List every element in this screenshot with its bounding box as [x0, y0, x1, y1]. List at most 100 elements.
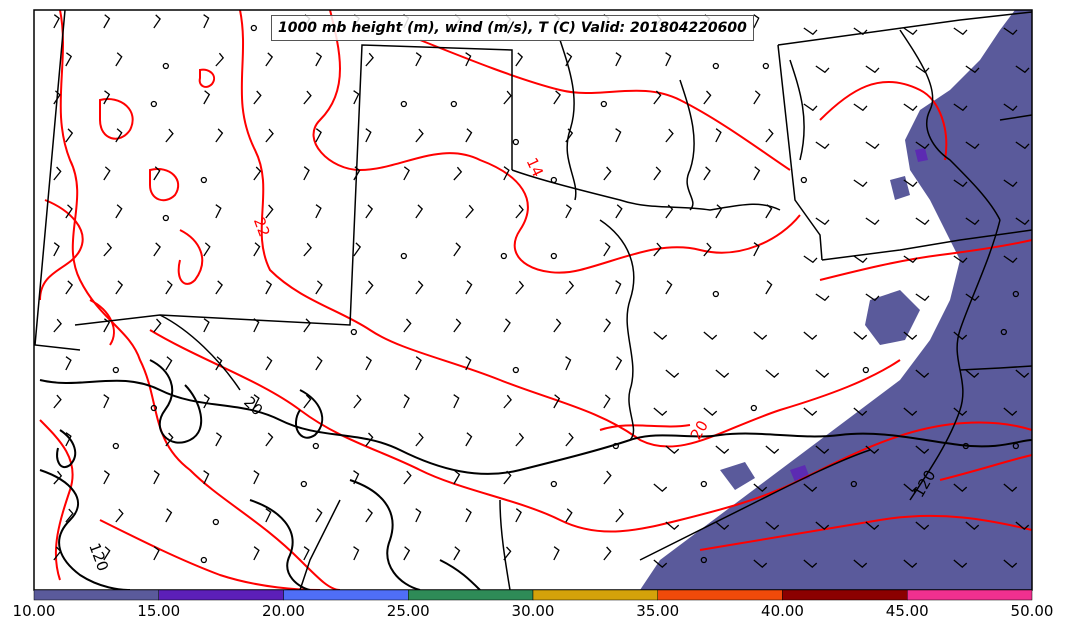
colorbar-tick-label: 15.00 [137, 602, 181, 620]
wind-barb [953, 179, 968, 188]
calm-wind-circle [512, 138, 519, 146]
wind-barb [953, 559, 968, 568]
wind-barb [1015, 141, 1030, 150]
calm-wind-circle [962, 442, 969, 450]
wind-barb [453, 318, 462, 333]
wind-barb [353, 242, 362, 257]
wind-barb [103, 470, 110, 485]
calm-wind-circle [862, 366, 869, 374]
wind-barb [615, 204, 623, 219]
wind-barb [153, 14, 161, 29]
colorbar-tick-label: 45.00 [885, 602, 929, 620]
wind-barb [453, 242, 462, 257]
calm-wind-circle [800, 176, 807, 184]
wind-barb [653, 331, 668, 340]
map-title: 1000 mb height (m), wind (m/s), T (C) Va… [271, 15, 754, 41]
calm-wind-circle [712, 62, 719, 70]
wind-barb [953, 407, 968, 416]
wind-barb [553, 318, 562, 333]
wind-barb [765, 369, 780, 378]
wind-barb [403, 546, 411, 561]
wind-barb [915, 293, 930, 302]
wind-barb [815, 445, 830, 454]
wind-barb [465, 432, 473, 447]
wind-barb [415, 432, 424, 447]
wind-barb [403, 394, 410, 409]
wind-barb [353, 546, 360, 561]
wind-barb [853, 103, 868, 112]
wind-barb [115, 128, 123, 143]
wind-barb [615, 128, 622, 143]
wind-barb [603, 318, 612, 333]
wind-barb [565, 52, 573, 67]
wind-barb [53, 470, 63, 485]
wind-barb [103, 546, 111, 561]
wind-barb [103, 318, 111, 333]
wind-barb [615, 508, 624, 523]
wind-barb [703, 166, 711, 181]
wind-barb [865, 141, 880, 150]
wind-barb [453, 470, 461, 485]
colorbar [33, 589, 1033, 601]
wind-barb [153, 318, 162, 333]
wind-barb [903, 407, 918, 416]
calm-wind-circle [162, 214, 169, 222]
wind-barb [665, 128, 674, 143]
wind-barb [115, 52, 123, 67]
wind-barb [965, 65, 980, 74]
wind-barb [965, 141, 980, 150]
wind-barb [215, 128, 224, 143]
calm-wind-circle [700, 480, 707, 488]
wind-barb [815, 65, 830, 74]
wind-barb [953, 483, 968, 492]
wind-barb [815, 217, 830, 226]
wind-barb [965, 217, 980, 226]
wind-barb [53, 166, 62, 181]
colorbar-tick-label: 30.00 [511, 602, 555, 620]
wind-barb [653, 559, 668, 568]
wind-barb [915, 521, 930, 530]
wind-barb [165, 280, 173, 295]
wind-barb [703, 407, 718, 416]
wind-barb [803, 483, 818, 492]
wind-barb [903, 559, 918, 568]
wind-barb [665, 445, 680, 454]
wind-barb [565, 432, 574, 447]
wind-barb [253, 318, 260, 333]
wind-barb [765, 128, 774, 143]
wind-barb [653, 90, 662, 105]
wind-barb [415, 128, 424, 143]
wind-barb [403, 318, 412, 333]
wind-barb [753, 242, 760, 257]
wind-barb [753, 90, 761, 105]
calm-wind-circle [550, 176, 557, 184]
wind-barb [303, 318, 312, 333]
wind-barb [815, 521, 830, 530]
wind-barb [503, 318, 511, 333]
wind-barb [615, 356, 623, 371]
wind-barb [1015, 521, 1030, 530]
colorbar-segment [532, 589, 658, 601]
wind-barb [803, 27, 818, 36]
wind-barb [915, 369, 930, 378]
wind-barb [203, 470, 210, 485]
wind-barb [165, 432, 174, 447]
wind-barb [903, 331, 918, 340]
wind-barb [103, 394, 110, 409]
wind-barb [503, 166, 510, 181]
wind-barb [565, 356, 572, 371]
wind-barb [665, 280, 673, 295]
wind-barb [503, 470, 512, 485]
wind-barb [203, 318, 210, 333]
wind-barb [715, 369, 730, 378]
wind-barb [1003, 27, 1018, 36]
wind-barb [515, 508, 522, 523]
colorbar-segment [657, 589, 783, 601]
wind-barb [953, 255, 968, 264]
colorbar-tick-label: 10.00 [12, 602, 56, 620]
calm-wind-circle [600, 100, 607, 108]
wind-barb [165, 128, 174, 143]
wind-barb [465, 508, 472, 523]
wind-barb [65, 432, 72, 447]
wind-barb [153, 166, 161, 181]
